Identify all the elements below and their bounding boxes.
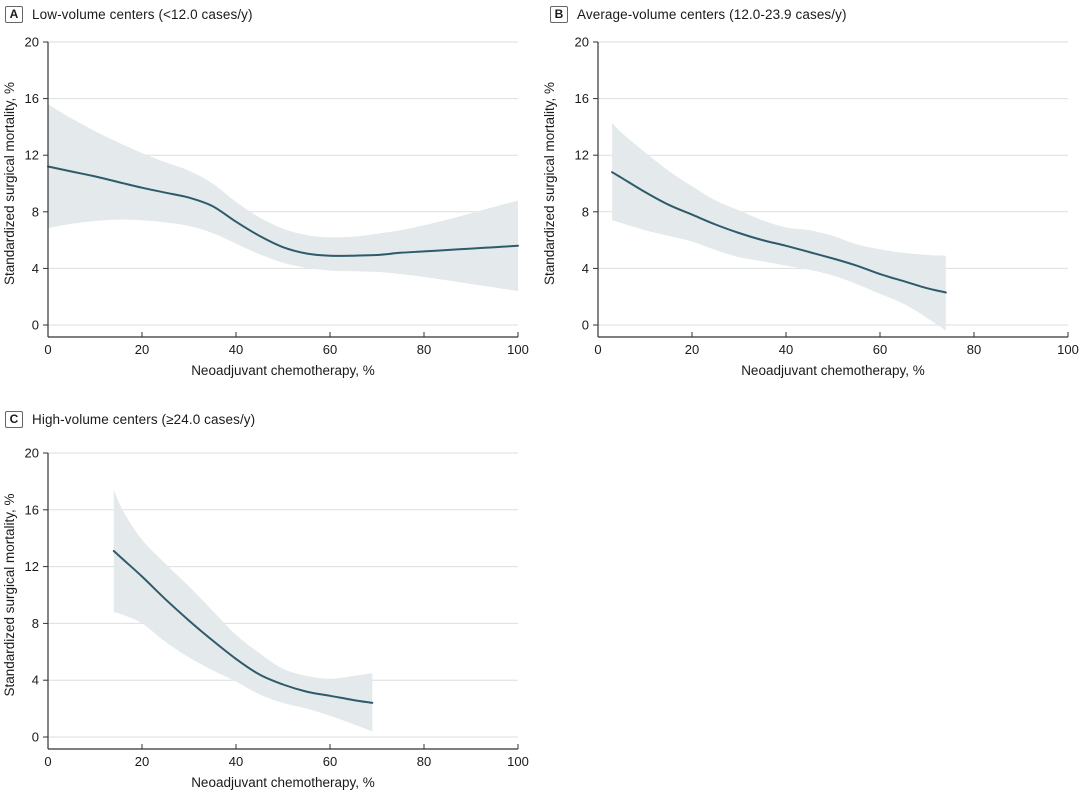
x-axis-title: Neoadjuvant chemotherapy, % (741, 363, 925, 378)
x-tick-label: 100 (1057, 342, 1079, 357)
y-tick-label: 0 (32, 318, 39, 333)
panel-c-chart: 0 4 8 12 16 20 0 20 40 60 80 100 Neoadjuvant chemoth… (2, 446, 529, 791)
panel-a: 0 4 8 12 16 20 0 20 40 60 80 100 Neoadjuvant chemoth… (0, 0, 540, 397)
y-tick-label: 16 (25, 502, 39, 517)
x-tick-label: 40 (229, 754, 243, 769)
y-tick-label: 12 (25, 148, 39, 163)
panel-b-header: B Average-volume centers (12.0-23.9 case… (550, 4, 847, 24)
panel-b-title: Average-volume centers (12.0-23.9 cases/… (577, 6, 847, 22)
x-tick-label: 0 (44, 754, 51, 769)
x-tick-label: 60 (873, 342, 887, 357)
y-tick-label: 0 (32, 730, 39, 745)
mortality-curve (112, 549, 374, 704)
x-axis-title: Neoadjuvant chemotherapy, % (191, 775, 375, 790)
x-tick-label: 20 (685, 342, 699, 357)
panel-a-title: Low-volume centers (<12.0 cases/y) (32, 6, 253, 22)
y-axis-title: Standardized surgical mortality, % (2, 82, 17, 285)
y-axis-title: Standardized surgical mortality, % (2, 493, 17, 696)
panel-c-letter-badge: C (5, 410, 23, 428)
y-tick-label: 8 (582, 204, 589, 219)
x-tick-label: 60 (323, 754, 337, 769)
panel-b-letter-badge: B (550, 5, 568, 23)
panel-a-header: A Low-volume centers (<12.0 cases/y) (5, 4, 253, 24)
x-tick-label: 60 (323, 342, 337, 357)
panel-c-header: C High-volume centers (≥24.0 cases/y) (5, 409, 255, 429)
panel-a-chart: 0 4 8 12 16 20 0 20 40 60 80 100 Neoadjuvant chemoth… (2, 35, 529, 379)
x-tick-label: 80 (417, 754, 431, 769)
x-tick-label: 0 (594, 342, 601, 357)
y-axis-title: Standardized surgical mortality, % (542, 82, 557, 285)
y-tick-label: 20 (25, 446, 39, 461)
y-tick-label: 16 (25, 91, 39, 106)
y-tick-label: 4 (582, 261, 589, 276)
panel-c-title: High-volume centers (≥24.0 cases/y) (32, 411, 256, 427)
y-tick-label: 4 (32, 673, 39, 688)
x-tick-label: 40 (229, 342, 243, 357)
y-tick-label: 4 (32, 261, 39, 276)
panel-b-chart: 0 4 8 12 16 20 0 20 40 60 80 100 Neoadjuvant chemoth… (542, 35, 1079, 379)
y-tick-label: 16 (575, 91, 589, 106)
y-tick-label: 12 (25, 559, 39, 574)
x-tick-label: 20 (135, 342, 149, 357)
mortality-curve (47, 165, 519, 257)
panel-c: 0 4 8 12 16 20 0 20 40 60 80 100 Neoadjuvant chemoth… (0, 405, 540, 797)
confidence-band (113, 489, 373, 732)
y-tick-label: 12 (575, 148, 589, 163)
x-tick-label: 20 (135, 754, 149, 769)
x-tick-label: 100 (507, 342, 529, 357)
x-tick-label: 0 (44, 342, 51, 357)
y-tick-label: 20 (25, 35, 39, 50)
y-tick-label: 0 (582, 318, 589, 333)
x-tick-label: 80 (417, 342, 431, 357)
panel-b: 0 4 8 12 16 20 0 20 40 60 80 100 Neoadjuvant chemoth… (540, 0, 1080, 397)
panel-a-letter-badge: A (5, 5, 23, 23)
confidence-band (48, 104, 518, 292)
y-tick-label: 8 (32, 204, 39, 219)
x-tick-label: 40 (779, 342, 793, 357)
confidence-band (612, 122, 946, 331)
x-axis-title: Neoadjuvant chemotherapy, % (191, 363, 375, 378)
y-tick-label: 20 (575, 35, 589, 50)
mortality-curve (611, 171, 947, 294)
x-tick-label: 100 (507, 754, 529, 769)
x-tick-label: 80 (967, 342, 981, 357)
y-tick-label: 8 (32, 616, 39, 631)
